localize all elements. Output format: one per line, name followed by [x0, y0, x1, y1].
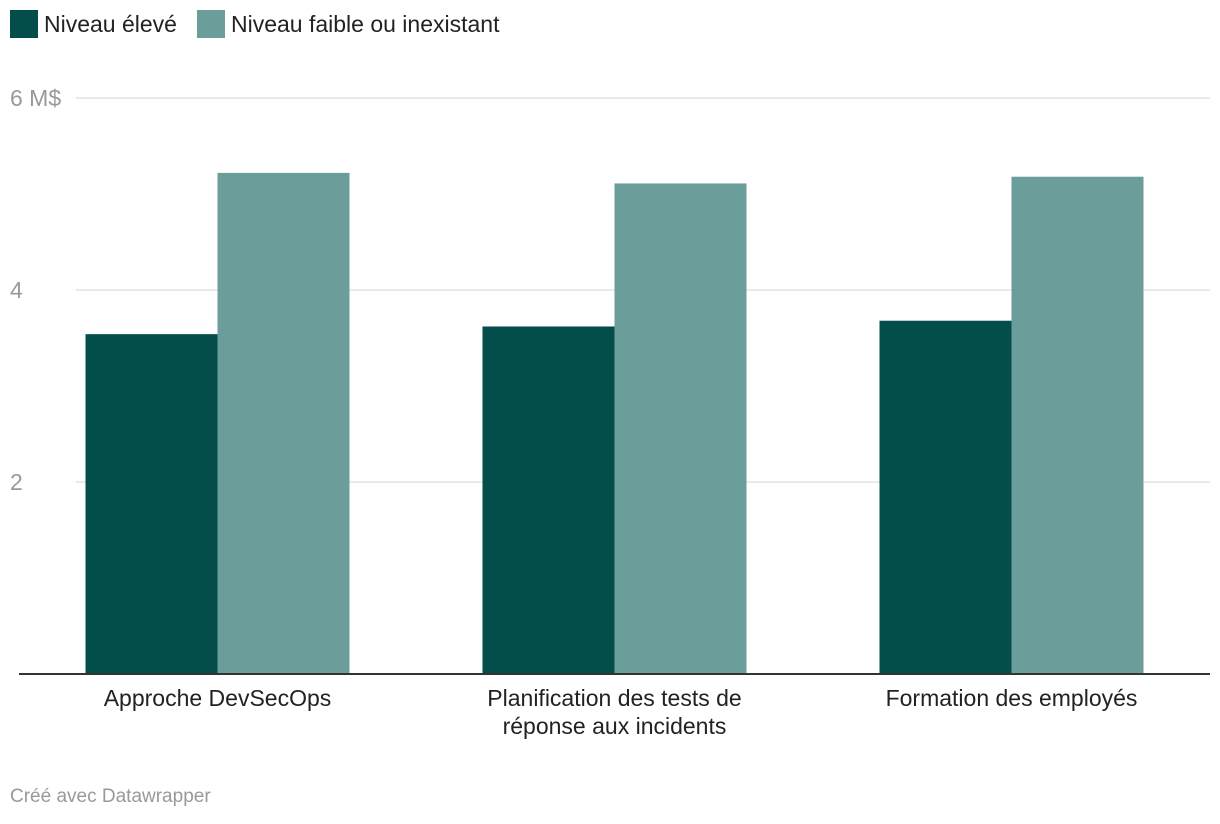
- legend-item-high: Niveau élevé: [10, 10, 177, 38]
- bar-high-0: [85, 334, 218, 674]
- legend-swatch-low: [196, 10, 225, 38]
- x-tick-label-2: Formation des employés: [886, 685, 1138, 711]
- datawrapper-credit: Créé avec Datawrapper: [10, 786, 211, 807]
- y-tick-label-6: 6 M$: [10, 85, 61, 111]
- chart-legend: Niveau élevé Niveau faible ou inexistant: [10, 10, 499, 38]
- x-tick-label-1: Planification des tests de réponse aux in…: [487, 685, 741, 739]
- y-tick-label-2: 2: [10, 469, 23, 495]
- y-tick-label-4: 4: [10, 277, 23, 303]
- bar-high-2: [879, 320, 1012, 674]
- legend-item-low: Niveau faible ou inexistant: [196, 10, 500, 38]
- bar-low-1: [614, 183, 747, 674]
- x-tick-label-0: Approche DevSecOps: [104, 685, 332, 711]
- legend-label-high: Niveau élevé: [44, 10, 177, 37]
- legend-label-low: Niveau faible ou inexistant: [230, 10, 500, 37]
- bar-low-0: [217, 172, 350, 674]
- legend-swatch-high: [10, 10, 38, 38]
- bar-low-2: [1011, 176, 1144, 674]
- bar-high-1: [482, 326, 615, 674]
